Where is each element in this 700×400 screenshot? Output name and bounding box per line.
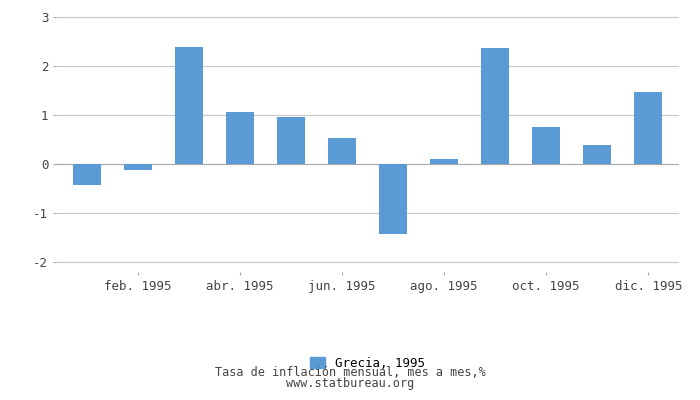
Bar — [481, 48, 509, 164]
Bar — [175, 47, 203, 164]
Bar — [634, 92, 662, 164]
Bar — [328, 138, 356, 164]
Text: Tasa de inflación mensual, mes a mes,%: Tasa de inflación mensual, mes a mes,% — [215, 366, 485, 378]
Bar — [532, 127, 560, 164]
Bar — [73, 164, 101, 185]
Bar — [226, 112, 254, 164]
Bar — [430, 159, 458, 164]
Bar — [124, 164, 152, 170]
Text: www.statbureau.org: www.statbureau.org — [286, 378, 414, 390]
Bar — [277, 117, 305, 164]
Bar — [379, 164, 407, 234]
Bar — [583, 146, 611, 164]
Legend: Grecia, 1995: Grecia, 1995 — [305, 352, 430, 375]
